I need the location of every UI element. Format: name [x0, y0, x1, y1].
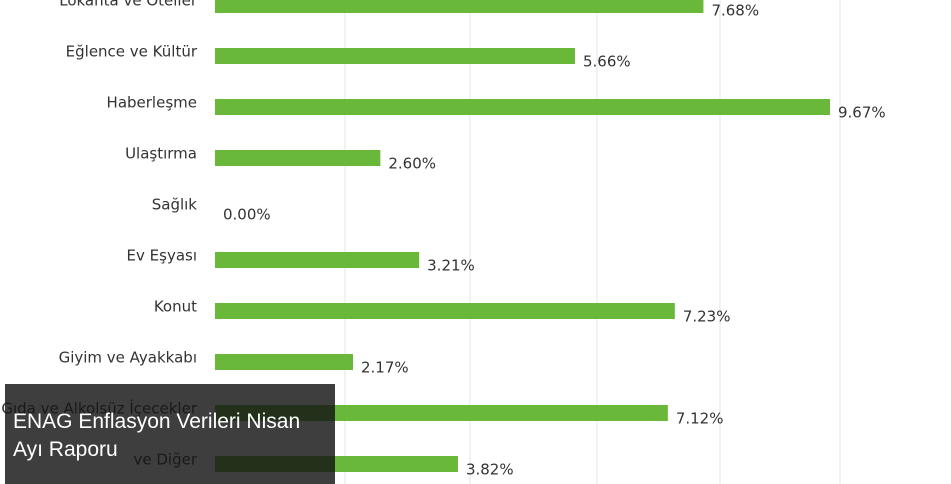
value-label: 7.12%: [676, 410, 724, 428]
bar: [215, 99, 831, 115]
value-label: 3.21%: [427, 257, 475, 275]
value-label: 3.82%: [466, 461, 514, 479]
category-label: Sağlık: [152, 196, 198, 214]
category-label: Eğlence ve Kültür: [66, 43, 198, 61]
caption: ENAG Enflasyon Verileri Nisan Ayı Raporu: [5, 384, 335, 484]
category-label: Ev Eşyası: [127, 247, 197, 265]
value-label: 2.60%: [388, 155, 436, 173]
bar: [215, 303, 675, 319]
value-label: 7.23%: [683, 308, 731, 326]
value-label: 7.68%: [711, 2, 759, 20]
bar: [215, 354, 354, 370]
category-label: Giyim ve Ayakkabı: [59, 349, 197, 367]
bar: [215, 0, 704, 13]
bar: [215, 150, 381, 166]
value-label: 0.00%: [223, 206, 271, 224]
category-label: Ulaştırma: [125, 145, 197, 163]
value-label: 5.66%: [583, 53, 631, 71]
category-label: Haberleşme: [107, 94, 197, 112]
bar: [215, 48, 575, 64]
grid-decor: [344, 0, 841, 484]
category-label: Lokanta ve Oteller: [59, 0, 198, 10]
value-label: 2.17%: [361, 359, 409, 377]
value-label: 9.67%: [838, 104, 886, 122]
bar: [215, 252, 420, 268]
category-label: Konut: [154, 298, 197, 316]
